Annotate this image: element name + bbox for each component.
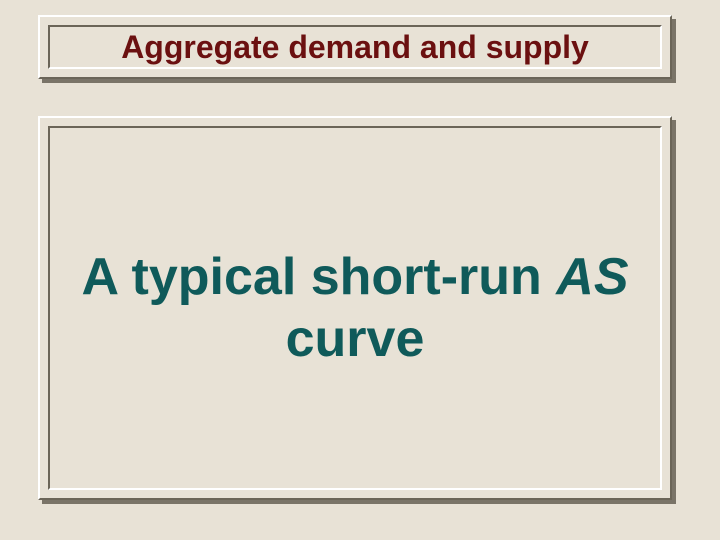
- body-line1-italic: AS: [556, 248, 628, 306]
- body-text-content: A typical short-run AS curve: [81, 246, 628, 371]
- body-line2: curve: [286, 310, 425, 368]
- slide-body-title: A typical short-run AS curve: [38, 116, 672, 500]
- slide-header-title: Aggregate demand and supply: [38, 15, 672, 79]
- body-line1-prefix: A typical short-run: [81, 248, 556, 306]
